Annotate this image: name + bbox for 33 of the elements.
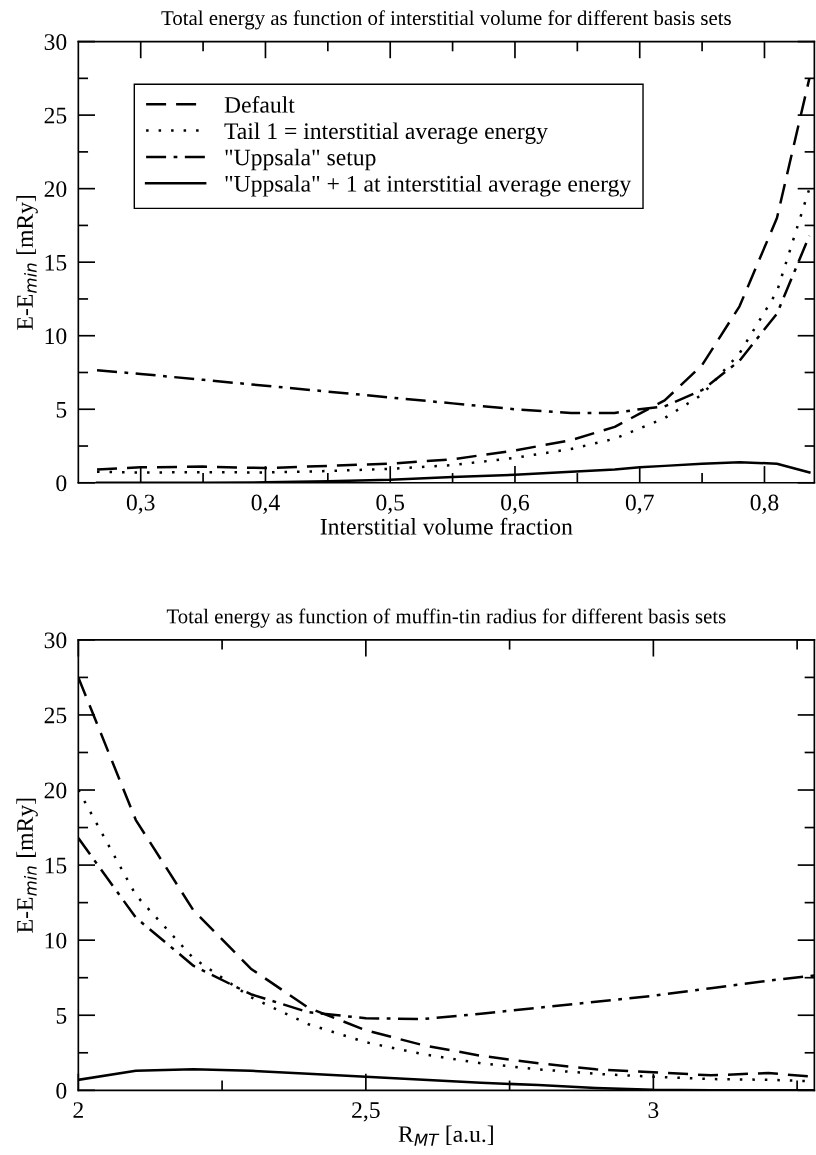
y-tick-label: 25 xyxy=(44,707,67,724)
y-tick-label: 20 xyxy=(44,782,67,799)
x-tick-label: 3 xyxy=(648,1102,659,1119)
x-tick-label: 0,4 xyxy=(251,494,280,514)
y-tick-label: 30 xyxy=(44,632,67,649)
legend-label: Tail 1 = interstitial average energy xyxy=(224,122,548,144)
y-tick-label: 5 xyxy=(56,401,67,418)
x-tick-label: 2,5 xyxy=(352,1102,380,1122)
y-tick-label: 15 xyxy=(45,857,67,874)
y-tick-label: 5 xyxy=(56,1007,67,1024)
y-axis-title: E-E$_{min}$ [mRy] xyxy=(16,798,38,933)
y-tick-label: 0 xyxy=(56,1082,67,1099)
y-tick-label: 25 xyxy=(44,107,67,124)
chart-title: Total energy as function of interstitial volume for different basis sets xyxy=(161,10,731,30)
x-tick-label: 0,7 xyxy=(625,494,654,514)
legend-label: "Uppsala" setup xyxy=(225,148,376,171)
y-tick-label: 20 xyxy=(44,181,67,198)
x-tick-label: 2 xyxy=(73,1102,83,1118)
x-tick-label: 0,3 xyxy=(126,494,155,514)
y-tick-label: 10 xyxy=(45,328,67,345)
y-tick-label: 10 xyxy=(45,932,67,949)
y-tick-label: 15 xyxy=(45,254,67,271)
x-axis-title: R$_{MT}$ [a.u.] xyxy=(398,1125,493,1146)
y-tick-label: 30 xyxy=(44,34,67,50)
x-tick-label: 0,6 xyxy=(501,494,530,514)
legend-label: "Uppsala" + 1 at interstitial average energy xyxy=(225,175,632,197)
x-tick-label: 0,8 xyxy=(750,494,779,514)
x-axis-title: Interstitial volume fraction xyxy=(320,517,573,535)
y-axis-title: E-E$_{min}$ [mRy] xyxy=(16,195,38,330)
y-tick-label: 0 xyxy=(56,475,67,492)
chart-title: Total energy as function of muffin-tin radius for different basis sets xyxy=(166,608,726,628)
legend-label: Default xyxy=(224,95,295,113)
x-tick-label: 0,5 xyxy=(376,494,405,514)
